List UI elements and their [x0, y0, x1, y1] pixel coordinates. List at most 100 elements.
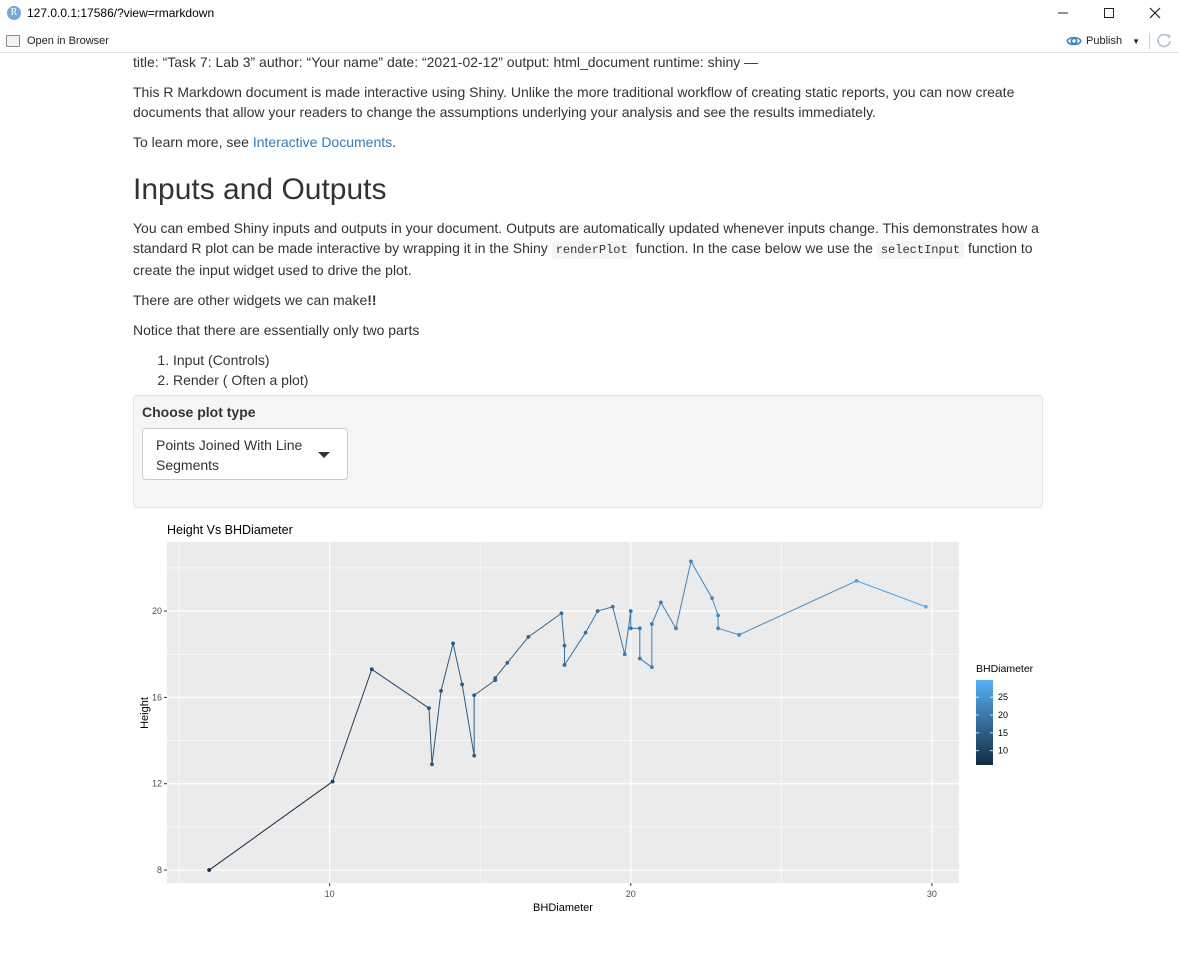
line-segment [506, 636, 529, 664]
list-item: Render ( Often a plot) [173, 370, 1043, 390]
embed-paragraph: You can embed Shiny inputs and outputs i… [133, 218, 1043, 280]
chevron-down-icon[interactable]: ▼ [1132, 36, 1140, 46]
learn-more-suffix: . [392, 134, 397, 150]
line-segment [624, 610, 632, 655]
data-point [505, 660, 510, 665]
data-point [493, 676, 498, 680]
data-point [610, 604, 615, 609]
line-segment [660, 602, 677, 629]
line-segment [597, 606, 613, 612]
learn-more-paragraph: To learn more, see Interactive Documents… [133, 132, 1043, 152]
rmarkdown-document: title: “Task 7: Lab 3” author: “Your nam… [133, 52, 1043, 400]
data-point [451, 641, 455, 646]
y-axis-label: Height [139, 697, 151, 729]
data-point [923, 604, 928, 609]
line-segment [675, 561, 692, 629]
line-segment [560, 613, 566, 646]
x-tick-label: 20 [626, 889, 636, 899]
plot-type-selected-value: Points Joined With Line Segments [156, 437, 303, 473]
data-point [562, 643, 567, 648]
data-point [622, 652, 627, 657]
data-point [737, 632, 742, 637]
line-segment [461, 684, 475, 756]
open-in-browser-button[interactable]: Open in Browser [6, 35, 109, 47]
data-point [637, 626, 642, 631]
line-segment [473, 679, 496, 696]
widgets-text: There are other widgets we can make [133, 292, 368, 308]
line-segment [440, 643, 454, 692]
data-point [716, 626, 720, 631]
line-segment [428, 708, 433, 765]
close-icon [1149, 7, 1161, 19]
close-button[interactable] [1132, 0, 1178, 26]
refresh-icon[interactable] [1156, 32, 1172, 48]
maximize-button[interactable] [1086, 0, 1132, 26]
toolbar-divider [1149, 33, 1150, 49]
minimize-button[interactable] [1040, 0, 1086, 26]
axis-ticks: 10 20 30 8 12 16 20 [152, 606, 937, 899]
legend-title: BHDiameter [976, 663, 1034, 675]
x-tick-label: 10 [325, 889, 335, 899]
line-segment [612, 606, 626, 655]
data-point [710, 596, 714, 601]
line-segment [639, 658, 653, 668]
legend-tick-label: 25 [998, 692, 1008, 702]
line-segment [690, 561, 713, 599]
input-panel: Choose plot type Points Joined With Line… [133, 395, 1043, 508]
widgets-paragraph: There are other widgets we can make!! [133, 290, 1043, 310]
data-point [674, 626, 678, 631]
line-segment [856, 580, 927, 608]
data-point [637, 656, 642, 661]
data-point [595, 609, 600, 613]
plot-panel [167, 542, 959, 883]
publish-label: Publish [1086, 35, 1123, 47]
embed-text-3: function to create the input widget used… [133, 240, 1033, 278]
data-point [628, 626, 633, 631]
legend-colorbar [976, 680, 993, 765]
interactive-documents-link[interactable]: Interactive Documents [252, 134, 393, 150]
browser-window-icon [6, 35, 20, 47]
height-vs-bhdiameter-plot: Height Vs BHDiameter 10 20 30 8 12 16 20 BHDia… [139, 523, 1034, 914]
section-heading: Inputs and Outputs [133, 173, 387, 206]
render-plot-code: renderPlot [551, 241, 632, 259]
plot-type-label: Choose plot type [142, 404, 256, 420]
data-point [658, 600, 663, 605]
rstudio-icon: R [7, 6, 21, 20]
data-point [427, 706, 431, 711]
list-item: Input (Controls) [173, 350, 1043, 370]
data-point [369, 667, 374, 672]
learn-more-prefix: To learn more, see [133, 134, 253, 150]
line-segment [208, 781, 333, 871]
data-point [689, 559, 693, 564]
color-legend: BHDiameter 10 15 20 25 [976, 663, 1034, 765]
data-point [460, 682, 465, 687]
embed-text-1: You can embed Shiny inputs and outputs i… [133, 220, 1039, 256]
plot-type-select[interactable]: Points Joined With Line Segments [142, 428, 348, 480]
line-segment [332, 669, 373, 782]
data-point [649, 665, 654, 670]
data-point [472, 693, 477, 698]
caret-down-icon [318, 452, 330, 458]
data-point [526, 635, 531, 639]
publish-button[interactable]: Publish ▼ [1066, 35, 1140, 47]
legend-tick-label: 20 [998, 710, 1008, 720]
line-segment [494, 662, 508, 679]
series-segments [208, 561, 927, 871]
line-segment [717, 627, 740, 636]
widgets-emphasis: !! [367, 292, 377, 308]
open-in-browser-label: Open in Browser [27, 35, 109, 47]
publish-icon [1066, 36, 1082, 46]
y-tick-label: 8 [157, 865, 162, 875]
line-segment [371, 668, 430, 709]
data-point [439, 689, 443, 693]
x-axis-label: BHDiameter [533, 902, 593, 914]
data-point [854, 578, 859, 583]
window-titlebar: R 127.0.0.1:17586/?view=rmarkdown [0, 0, 1178, 26]
y-tick-label: 12 [152, 779, 162, 789]
data-point [472, 753, 477, 758]
data-point [628, 609, 633, 613]
line-segment [738, 580, 857, 636]
line-segment [711, 597, 719, 616]
line-segment [452, 643, 463, 685]
data-point [430, 762, 434, 767]
